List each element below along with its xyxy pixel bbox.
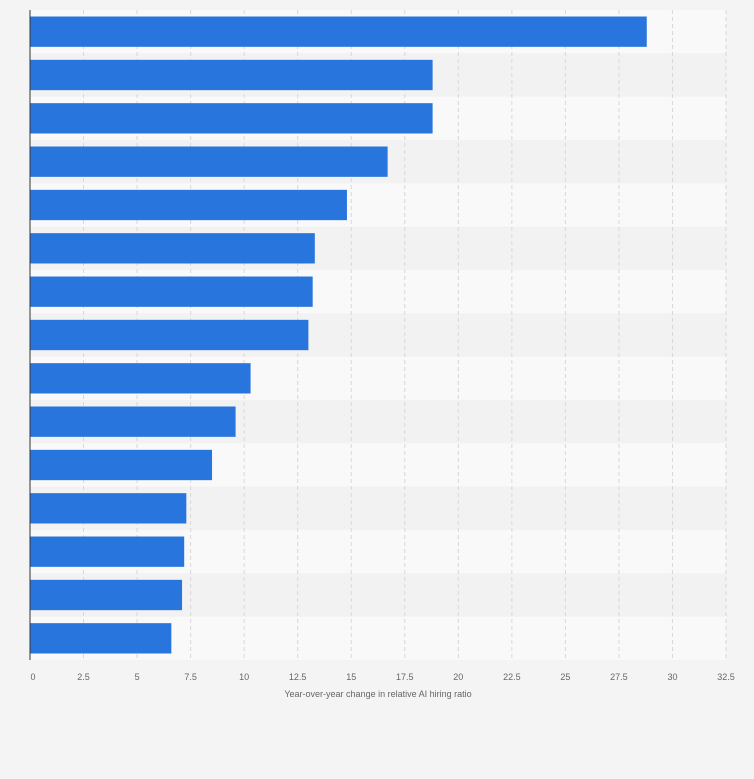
x-tick-label: 27.5	[610, 672, 628, 682]
bar[interactable]	[30, 449, 213, 481]
bar[interactable]	[30, 103, 433, 134]
x-axis-ticks: 0 2.5 5 7.5 10 12.5 15 17.5 20 22.5 25 27.5 30 32.5	[30, 672, 734, 682]
x-tick-label: 32.5	[717, 672, 735, 682]
x-tick-label: 10	[239, 672, 249, 682]
x-tick-label: 17.5	[396, 672, 414, 682]
bar[interactable]	[30, 59, 433, 91]
bar[interactable]	[30, 623, 172, 654]
x-tick-label: 2.5	[77, 672, 90, 682]
x-tick-label: 15	[346, 672, 356, 682]
bar[interactable]	[30, 276, 313, 307]
bar[interactable]	[30, 363, 251, 394]
bar[interactable]	[30, 493, 187, 524]
x-tick-label: 12.5	[289, 672, 307, 682]
x-tick-label: 25	[560, 672, 570, 682]
bar[interactable]	[30, 16, 647, 47]
x-tick-label: 5	[135, 672, 140, 682]
bar[interactable]	[30, 189, 347, 221]
bars	[30, 16, 647, 654]
bar[interactable]	[30, 146, 388, 177]
x-tick-label: 7.5	[184, 672, 197, 682]
x-tick-label: 22.5	[503, 672, 521, 682]
x-tick-label: 20	[453, 672, 463, 682]
bar[interactable]	[30, 406, 236, 437]
x-tick-label: 30	[667, 672, 677, 682]
bar[interactable]	[30, 233, 315, 264]
x-tick-label: 0	[30, 672, 35, 682]
bar[interactable]	[30, 319, 309, 351]
bar[interactable]	[30, 579, 183, 611]
x-axis-title: Year-over-year change in relative AI hir…	[284, 689, 471, 699]
bar[interactable]	[30, 536, 185, 567]
